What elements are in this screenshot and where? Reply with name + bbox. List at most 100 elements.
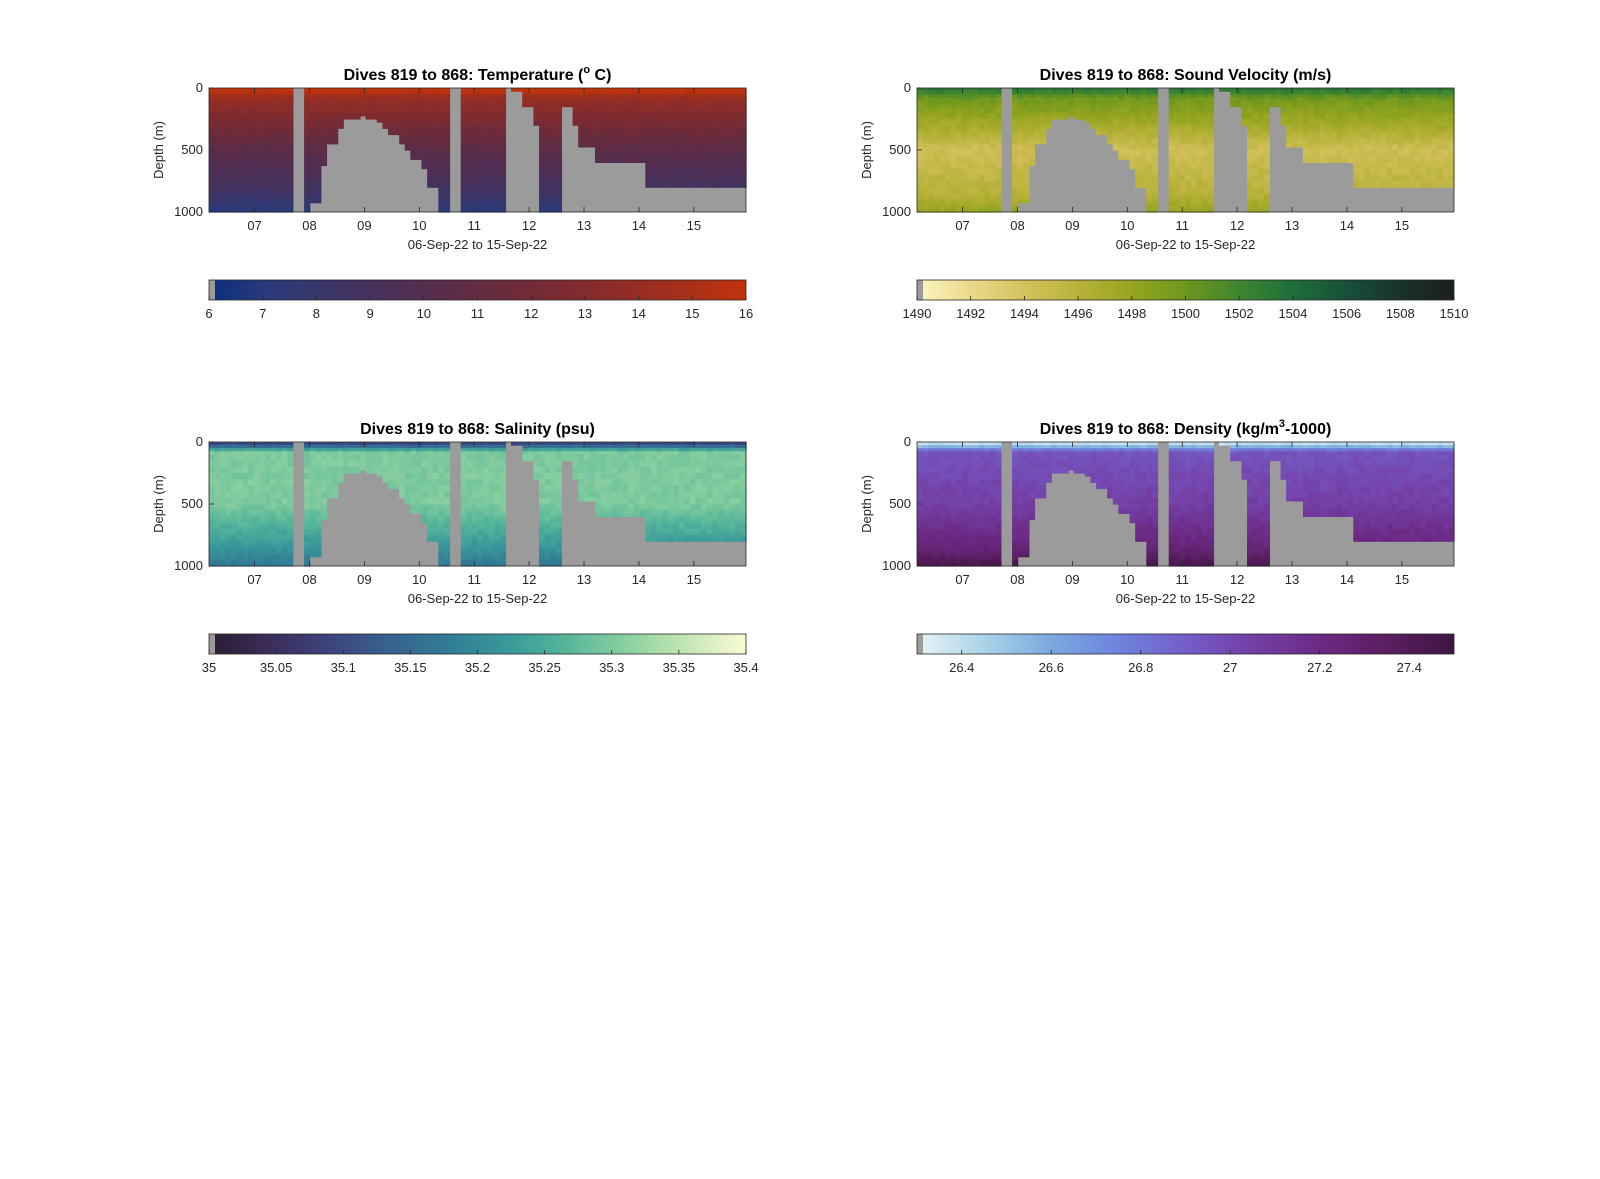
heatmap-cell: [393, 91, 400, 95]
heatmap-cell: [967, 162, 974, 167]
heatmap-cell: [978, 202, 985, 207]
heatmap-cell: [1291, 91, 1298, 95]
heatmap-cell: [1420, 109, 1427, 114]
heatmap-cell: [1330, 140, 1338, 145]
heatmap-cell: [1101, 125, 1108, 129]
heatmap-cell: [248, 112, 255, 117]
heatmap-cell: [1191, 122, 1198, 126]
heatmap-cell: [1023, 193, 1030, 198]
heatmap-cell: [214, 208, 221, 213]
heatmap-cell: [1319, 115, 1326, 120]
heatmap-cell: [332, 97, 339, 101]
heatmap-cell: [443, 88, 451, 92]
heatmap-cell: [1247, 190, 1254, 194]
heatmap-cell: [1140, 94, 1147, 98]
heatmap-cell: [978, 168, 985, 173]
heatmap-cell: [1090, 112, 1097, 117]
heatmap-cell: [236, 131, 244, 136]
heatmap-cell: [466, 165, 473, 170]
heatmap-cell: [544, 174, 551, 179]
heatmap-cell: [259, 97, 266, 101]
heatmap-cell: [225, 109, 232, 114]
heatmap-cell: [376, 91, 383, 95]
heatmap-cell: [989, 100, 996, 105]
heatmap-cell: [1023, 159, 1030, 163]
heatmap-cell: [544, 106, 551, 111]
heatmap-cell: [1364, 128, 1371, 132]
heatmap-cell: [1062, 106, 1069, 111]
heatmap-cell: [522, 103, 529, 108]
heatmap-cell: [1247, 119, 1254, 123]
heatmap-cell: [1023, 146, 1030, 151]
heatmap-cell: [1146, 159, 1153, 163]
heatmap-cell: [415, 131, 423, 136]
heatmap-cell: [1023, 190, 1030, 194]
heatmap-cell: [1034, 122, 1041, 126]
heatmap-cell: [1207, 125, 1215, 129]
heatmap-cell: [701, 137, 708, 142]
heatmap-cell: [483, 146, 490, 151]
x-axis: 07 08 09 10 11 12 13 14 1506-Sep-22 to 15-Sep-22: [247, 88, 701, 252]
heatmap-cell: [248, 115, 255, 120]
heatmap-cell: [684, 143, 691, 148]
heatmap-cell: [1263, 109, 1270, 114]
heatmap-cell: [1185, 137, 1192, 142]
heatmap-cell: [956, 106, 963, 111]
heatmap-cell: [527, 94, 535, 98]
heatmap-cell: [539, 94, 546, 98]
heatmap-cell: [488, 103, 495, 108]
heatmap-cell: [259, 119, 266, 123]
heatmap-cell: [995, 202, 1002, 207]
heatmap-cell: [343, 109, 350, 114]
heatmap-cell: [483, 131, 490, 136]
heatmap-cell: [740, 171, 747, 176]
heatmap-cell: [427, 156, 434, 160]
heatmap-cell: [922, 184, 929, 188]
heatmap-cell: [236, 187, 244, 191]
heatmap-cell: [1174, 159, 1181, 163]
heatmap-cell: [1012, 137, 1019, 142]
heatmap-cell: [527, 91, 535, 95]
heatmap-cell: [1196, 193, 1203, 198]
heatmap-cell: [950, 106, 957, 111]
heatmap-cell: [483, 190, 490, 194]
heatmap-cell: [729, 103, 736, 108]
heatmap-cell: [1028, 106, 1036, 111]
heatmap-cell: [438, 184, 445, 188]
heatmap-cell: [309, 103, 316, 108]
heatmap-cell: [667, 177, 674, 182]
heatmap-cell: [242, 193, 249, 198]
heatmap-cell: [723, 184, 730, 188]
heatmap-cell: [432, 177, 439, 182]
heatmap-cell: [315, 165, 322, 170]
heatmap-cell: [1426, 131, 1433, 136]
heatmap-cell: [1146, 140, 1153, 145]
heatmap-cell: [944, 165, 952, 170]
heatmap-cell: [678, 168, 686, 173]
heatmap-cell: [1381, 184, 1388, 188]
heatmap-cell: [1168, 159, 1175, 163]
heatmap-cell: [1191, 109, 1198, 114]
heatmap-cell: [1414, 165, 1422, 170]
x-tick-label: 13: [577, 218, 591, 233]
heatmap-cell: [961, 196, 968, 201]
heatmap-cell: [650, 165, 658, 170]
heatmap-cell: [1370, 150, 1377, 154]
heatmap-cell: [214, 159, 221, 163]
heatmap-cell: [443, 94, 451, 98]
heatmap-cell: [1090, 106, 1097, 111]
heatmap-cell: [1073, 109, 1080, 114]
heatmap-cell: [656, 162, 663, 167]
heatmap-cell: [972, 109, 980, 114]
heatmap-cell: [388, 88, 395, 92]
heatmap-cell: [477, 100, 484, 105]
heatmap-cell: [1414, 134, 1422, 139]
heatmap-cell: [393, 100, 400, 105]
heatmap-cell: [259, 156, 266, 160]
heatmap-cell: [315, 162, 322, 167]
heatmap-cell: [466, 143, 473, 148]
heatmap-cell: [276, 106, 283, 111]
heatmap-cell: [499, 165, 507, 170]
heatmap-cell: [978, 94, 985, 98]
heatmap-cell: [264, 140, 272, 145]
